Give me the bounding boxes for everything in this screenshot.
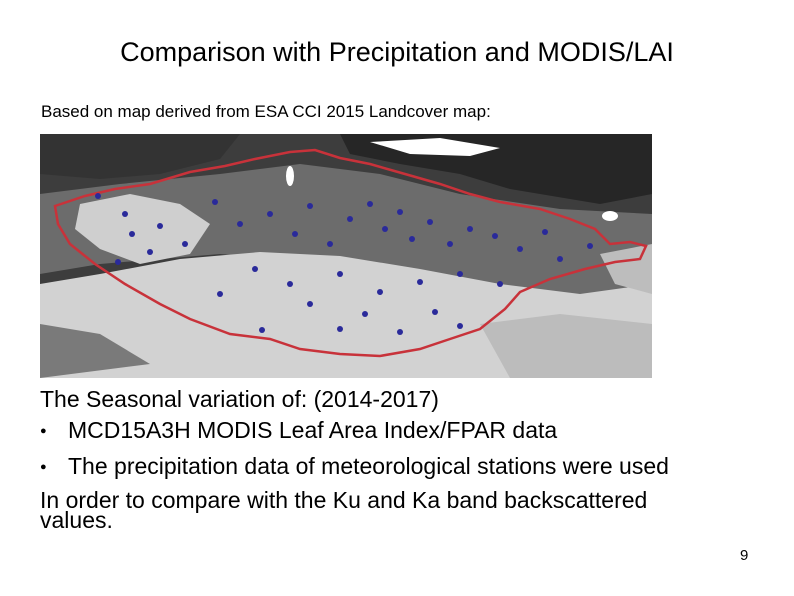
station-point xyxy=(382,226,388,232)
station-point xyxy=(427,219,433,225)
station-point xyxy=(337,271,343,277)
station-point xyxy=(417,279,423,285)
map-steppe-southwest xyxy=(40,324,150,378)
station-point xyxy=(347,216,353,222)
map-grassland xyxy=(40,164,652,304)
station-point xyxy=(467,226,473,232)
station-point xyxy=(182,241,188,247)
station-point xyxy=(259,327,265,333)
station-point xyxy=(397,209,403,215)
station-point xyxy=(432,309,438,315)
map-lake-east xyxy=(602,211,618,221)
station-point xyxy=(457,323,463,329)
closing-line-1: In order to compare with the Ku and Ka b… xyxy=(40,487,648,513)
station-point xyxy=(147,249,153,255)
bullet-item-precipitation: ● The precipitation data of meteorologic… xyxy=(40,451,780,487)
map-steppe-east xyxy=(600,244,652,294)
landcover-map-graphic xyxy=(40,134,652,378)
station-point xyxy=(497,281,503,287)
station-point xyxy=(492,233,498,239)
station-point xyxy=(95,193,101,199)
station-point xyxy=(447,241,453,247)
map-desert-west xyxy=(75,194,210,264)
station-point xyxy=(252,266,258,272)
bullet-text: MCD15A3H MODIS Leaf Area Index/FPAR data xyxy=(68,417,558,443)
station-point xyxy=(115,259,121,265)
station-point xyxy=(517,246,523,252)
map-steppe-southeast xyxy=(480,314,652,378)
map-lake-khovsgol xyxy=(286,166,294,186)
station-point xyxy=(367,201,373,207)
station-point xyxy=(217,291,223,297)
station-point xyxy=(237,221,243,227)
body-text: The Seasonal variation of: (2014-2017) ●… xyxy=(40,384,780,532)
station-point xyxy=(587,243,593,249)
station-point xyxy=(122,211,128,217)
station-point xyxy=(362,311,368,317)
closing-line-2: values. xyxy=(40,507,113,533)
station-point xyxy=(287,281,293,287)
station-point xyxy=(542,229,548,235)
map-forest-northwest xyxy=(40,134,240,179)
station-point xyxy=(377,289,383,295)
station-point xyxy=(129,231,135,237)
bullet-text: The precipitation data of meteorological… xyxy=(68,453,669,479)
station-point xyxy=(267,211,273,217)
map-lake-baikal xyxy=(370,138,500,156)
station-point xyxy=(307,203,313,209)
station-point xyxy=(557,256,563,262)
station-point xyxy=(337,326,343,332)
station-point xyxy=(157,223,163,229)
bullet-dot-icon: ● xyxy=(40,425,47,437)
slide-subtitle: Based on map derived from ESA CCI 2015 L… xyxy=(41,102,491,121)
station-point xyxy=(292,231,298,237)
station-point xyxy=(457,271,463,277)
station-point xyxy=(212,199,218,205)
intro-line: The Seasonal variation of: (2014-2017) xyxy=(40,386,439,412)
station-point xyxy=(307,301,313,307)
station-point xyxy=(409,236,415,242)
page-number: 9 xyxy=(740,547,749,564)
landcover-map xyxy=(40,134,652,378)
map-stations xyxy=(95,193,593,335)
bullet-item-modis: ● MCD15A3H MODIS Leaf Area Index/FPAR da… xyxy=(40,415,780,451)
station-point xyxy=(327,241,333,247)
slide-title: Comparison with Precipitation and MODIS/… xyxy=(120,37,674,67)
map-country-border xyxy=(53,148,648,358)
bullet-dot-icon: ● xyxy=(40,461,47,473)
station-point xyxy=(397,329,403,335)
